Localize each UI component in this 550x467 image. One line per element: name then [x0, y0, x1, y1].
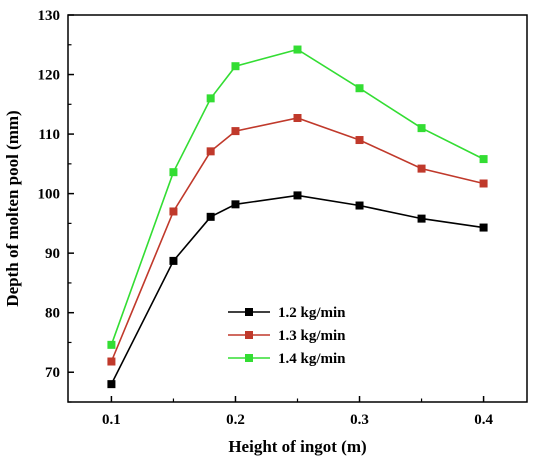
data-point: [417, 124, 426, 133]
data-point: [479, 179, 488, 188]
y-tick-label: 130: [38, 8, 61, 24]
series-layer: [107, 45, 488, 389]
data-point: [231, 200, 240, 209]
data-point: [107, 380, 116, 389]
data-point: [206, 147, 215, 156]
data-point: [169, 256, 178, 265]
data-point: [355, 201, 364, 210]
y-tick-label: 80: [45, 306, 60, 322]
x-tick-label: 0.1: [102, 412, 121, 428]
data-point: [169, 207, 178, 216]
data-point: [293, 114, 302, 123]
data-point: [231, 62, 240, 71]
series-line: [110, 117, 484, 362]
legend-marker: [245, 308, 253, 316]
legend-label: 1.2 kg/min: [278, 305, 346, 321]
data-point: [107, 340, 116, 349]
data-point: [479, 223, 488, 232]
series-line: [110, 48, 484, 346]
y-axis-label: Depth of molten pool (mm): [3, 110, 22, 306]
x-tick-label: 0.4: [474, 412, 493, 428]
x-axis: 0.1 0.2 0.3 0.4: [102, 396, 493, 428]
y-tick-label: 100: [38, 187, 61, 203]
data-point: [206, 212, 215, 221]
y-tick-label: 120: [38, 68, 61, 84]
series-line: [110, 194, 484, 385]
y-tick-label: 90: [45, 246, 60, 262]
x-tick-label: 0.2: [226, 412, 245, 428]
series-1: [107, 191, 488, 389]
x-axis-label: Height of ingot (m): [228, 437, 366, 456]
data-point: [417, 214, 426, 223]
data-point: [169, 168, 178, 177]
data-point: [231, 127, 240, 136]
legend-item: 1.3 kg/min: [228, 328, 346, 344]
legend-item: 1.4 kg/min: [228, 351, 346, 367]
y-axis: 70 80 90 100 110 120 130: [38, 8, 74, 403]
legend: 1.2 kg/min 1.3 kg/min 1.4 kg/min: [228, 305, 346, 367]
data-point: [293, 191, 302, 200]
data-point: [355, 84, 364, 93]
data-point: [293, 45, 302, 54]
data-point: [206, 94, 215, 103]
data-point: [479, 155, 488, 164]
data-point: [417, 164, 426, 173]
y-tick-label: 110: [38, 127, 60, 143]
legend-marker: [245, 331, 253, 339]
y-tick-label: 70: [45, 365, 60, 381]
legend-marker: [245, 354, 253, 362]
series-2: [107, 114, 488, 366]
data-point: [107, 357, 116, 366]
data-point: [355, 136, 364, 145]
legend-label: 1.4 kg/min: [278, 351, 346, 367]
x-tick-label: 0.3: [350, 412, 369, 428]
legend-item: 1.2 kg/min: [228, 305, 346, 321]
legend-label: 1.3 kg/min: [278, 328, 346, 344]
series-3: [107, 45, 488, 349]
